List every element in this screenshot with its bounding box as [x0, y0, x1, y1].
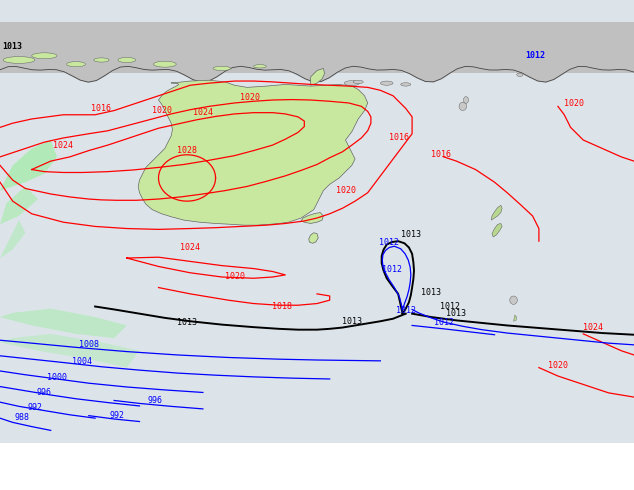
Polygon shape	[0, 220, 25, 258]
Text: 1012: 1012	[440, 302, 460, 312]
Polygon shape	[254, 65, 266, 68]
Polygon shape	[492, 223, 502, 237]
Polygon shape	[517, 73, 523, 76]
Text: Bft: Bft	[256, 473, 278, 486]
Text: 988: 988	[15, 413, 30, 422]
Text: 12: 12	[236, 473, 250, 486]
Text: 1016: 1016	[91, 103, 112, 113]
Text: 992: 992	[27, 403, 42, 412]
Polygon shape	[344, 81, 359, 86]
Text: 1012: 1012	[434, 318, 454, 327]
Text: 1013: 1013	[446, 309, 467, 318]
Polygon shape	[0, 140, 57, 191]
Polygon shape	[463, 97, 469, 103]
Polygon shape	[309, 233, 318, 243]
Text: 1024: 1024	[193, 108, 213, 117]
Text: 1004: 1004	[72, 357, 93, 366]
Polygon shape	[3, 57, 35, 63]
Polygon shape	[459, 102, 467, 111]
Text: Wind 10m: Wind 10m	[6, 473, 63, 486]
Text: We 05-06-2024 00:00 UTC (12+132): We 05-06-2024 00:00 UTC (12+132)	[399, 448, 628, 462]
Polygon shape	[0, 309, 127, 338]
Polygon shape	[491, 205, 502, 220]
Text: 1016: 1016	[430, 150, 451, 159]
Text: 1012: 1012	[379, 238, 399, 246]
Text: 996: 996	[148, 396, 163, 405]
Polygon shape	[32, 53, 57, 59]
Text: 11: 11	[212, 473, 226, 486]
Text: 1018: 1018	[272, 302, 292, 311]
Text: 1012: 1012	[396, 306, 416, 315]
Text: 1008: 1008	[79, 341, 99, 349]
Polygon shape	[213, 66, 231, 71]
Text: 1020: 1020	[548, 361, 568, 369]
Text: 1013: 1013	[401, 230, 421, 239]
Text: 10: 10	[188, 473, 202, 486]
Text: 1012: 1012	[526, 51, 546, 60]
Polygon shape	[0, 334, 139, 368]
Text: 992: 992	[110, 411, 125, 420]
Polygon shape	[401, 83, 411, 86]
Polygon shape	[311, 69, 325, 85]
Text: 1024: 1024	[180, 243, 200, 251]
Polygon shape	[118, 57, 136, 63]
Polygon shape	[138, 80, 368, 225]
Text: 9: 9	[167, 473, 174, 486]
Text: ©weatheronline.co.uk: ©weatheronline.co.uk	[503, 475, 628, 485]
Polygon shape	[380, 81, 393, 85]
Text: 1012: 1012	[382, 265, 402, 273]
Text: 1020: 1020	[564, 99, 584, 108]
Text: 1024: 1024	[53, 142, 74, 150]
Text: 1020: 1020	[224, 272, 245, 281]
Text: 1000: 1000	[47, 373, 67, 382]
Polygon shape	[301, 213, 323, 223]
Polygon shape	[67, 62, 86, 67]
Polygon shape	[510, 296, 517, 304]
Text: 1016: 1016	[389, 133, 410, 142]
Text: 1013: 1013	[342, 317, 362, 326]
Text: 8: 8	[143, 473, 150, 486]
Polygon shape	[0, 186, 38, 224]
Polygon shape	[94, 58, 109, 62]
Text: 1028: 1028	[177, 146, 197, 155]
Text: 1024: 1024	[583, 323, 603, 332]
Text: 996: 996	[37, 388, 52, 397]
Text: 1013: 1013	[3, 43, 23, 51]
Polygon shape	[514, 315, 517, 321]
Text: 1013: 1013	[177, 318, 197, 327]
Text: 1020: 1020	[335, 186, 356, 195]
Text: 1020: 1020	[152, 106, 172, 115]
Text: 7: 7	[119, 473, 126, 486]
Text: 1020: 1020	[240, 94, 261, 102]
Text: High wind areas [hPa] ECMWF: High wind areas [hPa] ECMWF	[6, 448, 198, 462]
Polygon shape	[153, 61, 176, 67]
Text: 1013: 1013	[421, 288, 441, 297]
Text: 6: 6	[94, 473, 102, 486]
Polygon shape	[0, 22, 634, 73]
Polygon shape	[353, 80, 363, 84]
